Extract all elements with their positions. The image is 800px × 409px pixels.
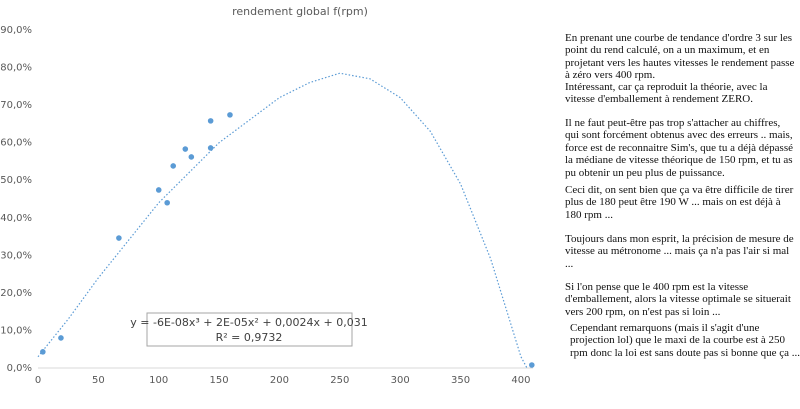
paragraph: Toujours dans mon esprit, la précision d…: [565, 233, 794, 270]
y-tick-label: 60,0%: [0, 138, 32, 149]
y-tick-label: 20,0%: [0, 288, 32, 299]
x-tick-label: 50: [92, 375, 105, 386]
chart: rendement global f(rpm) 0,0% 10,0% 20,0% 30…: [0, 5, 535, 386]
paragraph: Si l'on pense que le 400 rpm est la vite…: [565, 281, 791, 318]
x-tick-label: 200: [270, 375, 289, 386]
data-point: [207, 118, 214, 124]
data-point: [58, 335, 64, 341]
x-tick-label: 100: [149, 375, 168, 386]
paragraph: Intéressant, car ça reproduit la théorie…: [565, 81, 768, 106]
data-point: [182, 146, 189, 152]
y-tick-label: 50,0%: [0, 175, 32, 186]
x-tick-label: 250: [330, 375, 349, 386]
x-tick-label: 0: [35, 375, 41, 386]
r-squared: R² = 0,9732: [216, 331, 283, 344]
chart-title: rendement global f(rpm): [232, 5, 368, 18]
data-point: [528, 362, 535, 368]
x-tick-label: 350: [451, 375, 470, 386]
y-tick-label: 80,0%: [0, 63, 32, 74]
y-tick-label: 40,0%: [0, 213, 32, 224]
paragraph: En prenant une courbe de tendance d'ordr…: [565, 32, 795, 82]
x-tick-label: 150: [210, 375, 229, 386]
equation-box: [146, 312, 353, 347]
data-point: [188, 154, 195, 160]
x-tick-label: 400: [511, 375, 530, 386]
y-tick-label: 0,0%: [7, 363, 32, 374]
data-point: [227, 112, 233, 118]
data-point: [155, 187, 162, 193]
data-point: [116, 235, 122, 241]
equation: y = -6E-08x³ + 2E-05x² + 0,0024x + 0,031: [130, 316, 367, 329]
data-point: [170, 163, 177, 169]
data-point: [164, 199, 170, 206]
y-tick-label: 30,0%: [0, 250, 32, 261]
data-point: [207, 145, 214, 151]
paragraph: Cependant remarquons (mais il s'agit d'u…: [570, 322, 800, 359]
x-tick-label: 300: [391, 375, 410, 386]
paragraph: Il ne faut peut-être pas trop s'attacher…: [565, 117, 794, 179]
y-tick-label: 90,0%: [0, 25, 32, 36]
y-tick-label: 70,0%: [0, 100, 32, 111]
y-tick-label: 10,0%: [0, 325, 32, 336]
paragraph: Ceci dit, on sent bien que ça va être di…: [565, 184, 794, 221]
